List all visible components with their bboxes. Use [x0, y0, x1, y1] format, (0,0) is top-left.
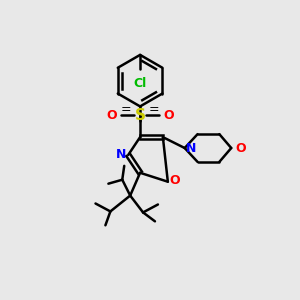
Text: =: = — [121, 103, 131, 116]
Text: O: O — [107, 109, 117, 122]
Text: N: N — [186, 142, 196, 154]
Text: S: S — [135, 108, 146, 123]
Text: =: = — [149, 103, 159, 116]
Text: Cl: Cl — [134, 77, 147, 90]
Text: O: O — [235, 142, 246, 154]
Text: N: N — [116, 148, 126, 161]
Text: O: O — [163, 109, 173, 122]
Text: O: O — [170, 174, 180, 187]
